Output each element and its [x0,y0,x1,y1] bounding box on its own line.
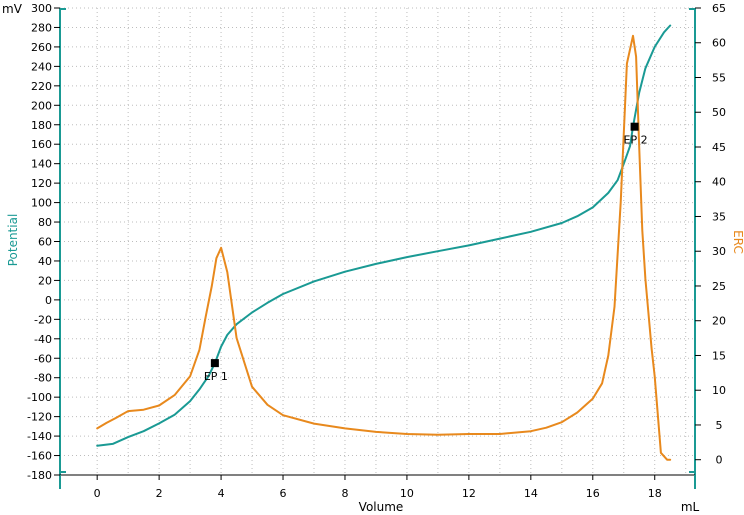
left-y-tick-label: 200 [31,99,52,112]
right-y-tick-label: 55 [712,71,726,84]
left-y-tick-label: 240 [31,60,52,73]
left-y-tick-label: -120 [27,411,52,424]
series-line-potential [96,24,672,447]
x-tick-label: 6 [280,487,287,500]
endpoint-marker [210,359,219,368]
right-y-tick-labels: 0 5 10 15 20 25 30 35 40 45 50 55 60 65 [695,2,726,467]
right-y-tick-label: 5 [716,419,723,432]
x-tick-label: 8 [341,487,348,500]
right-y-tick-label: 40 [712,176,726,189]
left-y-tick-label: -180 [27,469,52,482]
left-y-tick-label: -100 [27,391,52,404]
x-axis-title: Volume [359,500,404,514]
left-y-tick-label: 100 [31,197,52,210]
left-y-tick-label: 40 [38,255,52,268]
left-y-tick-label: 300 [31,2,52,15]
left-y-tick-labels: -180 -160 -140 -120 -100 -80 -60 -40 -20 0 20 40 60 8… [27,2,60,482]
right-y-tick-label: 0 [716,454,723,467]
left-y-tick-label: -40 [34,333,52,346]
left-y-tick-label: 0 [45,294,52,307]
series [96,24,672,461]
right-y-tick-label: 60 [712,37,726,50]
x-tick-label: 18 [648,487,662,500]
left-y-tick-label: 160 [31,138,52,151]
left-y-tick-label: 60 [38,236,52,249]
left-y-axis-title: Potential [6,214,20,267]
x-tick-label: 2 [156,487,163,500]
right-y-axis-title: ERC [731,230,744,254]
left-y-tick-label: -80 [34,372,52,385]
x-axis-unit: mL [681,500,700,514]
left-y-tick-label: 260 [31,41,52,54]
x-tick-label: 4 [218,487,225,500]
x-tick-labels: 0 2 4 6 8 10 12 14 16 18 [94,475,662,500]
left-y-tick-label: 120 [31,177,52,190]
right-y-tick-label: 35 [712,210,726,223]
left-y-tick-label: -20 [34,313,52,326]
endpoint-label: EP 1 [204,370,228,383]
x-tick-label: 16 [586,487,600,500]
right-y-tick-label: 50 [712,106,726,119]
series-line-erc [96,34,672,461]
left-y-tick-label: 180 [31,119,52,132]
left-y-axis-unit: mV [2,2,23,16]
x-tick-label: 14 [524,487,538,500]
endpoint-marker [630,122,639,131]
endpoint-label: EP 2 [624,134,648,147]
right-y-tick-label: 65 [712,2,726,15]
x-tick-label: 12 [462,487,476,500]
x-tick-label: 0 [94,487,101,500]
left-y-tick-label: 20 [38,274,52,287]
left-y-tick-label: -60 [34,352,52,365]
right-y-tick-label: 45 [712,141,726,154]
left-y-tick-label: -160 [27,450,52,463]
x-tick-label: 10 [400,487,414,500]
right-y-tick-label: 10 [712,384,726,397]
left-y-tick-label: 220 [31,80,52,93]
left-y-tick-label: 140 [31,158,52,171]
endpoints: EP 1 EP 2 [204,122,648,383]
left-y-tick-label: 280 [31,21,52,34]
right-y-tick-label: 15 [712,349,726,362]
right-y-tick-label: 20 [712,315,726,328]
left-y-tick-label: 80 [38,216,52,229]
left-y-tick-label: -140 [27,430,52,443]
right-y-tick-label: 25 [712,280,726,293]
right-y-tick-label: 30 [712,245,726,258]
